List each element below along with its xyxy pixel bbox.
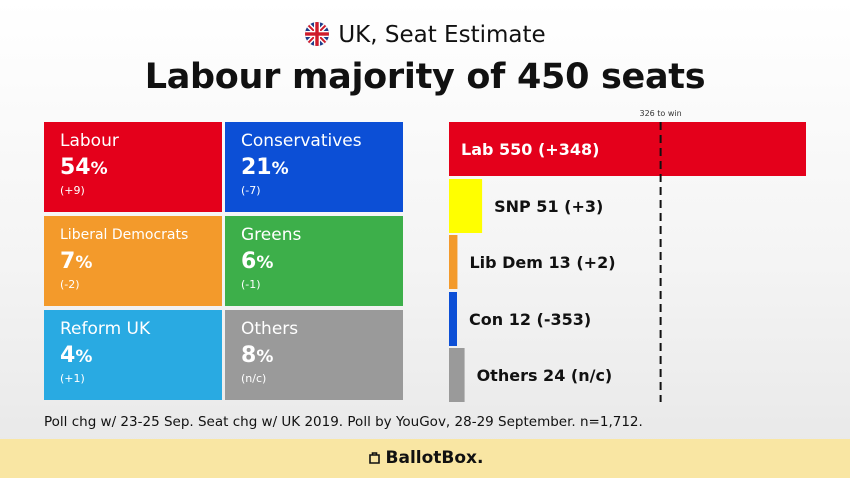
seat-bar-label: Lib Dem 13 (+2) — [469, 253, 615, 272]
chart-title: Labour majority of 450 seats — [144, 57, 706, 97]
tile-greens: Greens 6% (-1) — [225, 216, 403, 306]
footnote: Poll chg w/ 23-25 Sep. Seat chg w/ UK 20… — [44, 414, 643, 430]
tile-liberal-democrats: Liberal Democrats 7% (-2) — [44, 216, 222, 306]
tile-vote-change: (-1) — [241, 278, 261, 291]
tile-vote-share: 6% — [241, 249, 274, 274]
tile-vote-change: (-7) — [241, 184, 261, 197]
tile-vote-share: 4% — [60, 343, 93, 368]
tile-vote-share: 7% — [60, 249, 93, 274]
seat-bar-others — [449, 348, 465, 402]
seat-bar-label: Con 12 (-353) — [469, 310, 591, 329]
brand-name: BallotBox. — [385, 448, 484, 468]
chart-subtitle: UK, Seat Estimate — [0, 20, 850, 50]
tile-vote-change: (n/c) — [241, 372, 267, 385]
subtitle-text: UK, Seat Estimate — [338, 22, 546, 48]
tile-vote-share: 21% — [241, 155, 289, 180]
tile-vote-change: (+1) — [60, 372, 85, 385]
brand-banner: BallotBox. — [0, 439, 850, 478]
seat-bar-label: SNP 51 (+3) — [494, 197, 603, 216]
brand-logo: BallotBox. — [0, 439, 850, 478]
seat-bar-lib-dem — [449, 235, 458, 289]
tile-party-name: Others — [241, 319, 299, 339]
tile-vote-share: 8% — [241, 343, 274, 368]
seat-bar-snp — [449, 179, 483, 233]
tile-party-name: Conservatives — [241, 131, 362, 151]
uk-flag-icon — [305, 22, 330, 46]
tile-labour: Labour 54% (+9) — [44, 122, 222, 212]
seat-bar-con — [449, 292, 457, 346]
tile-party-name: Reform UK — [60, 319, 151, 339]
tile-reform-uk: Reform UK 4% (+1) — [44, 310, 222, 400]
tile-party-name: Labour — [60, 131, 119, 151]
seat-bar-lab — [449, 122, 806, 176]
seat-bar-label: Lab 550 (+348) — [461, 140, 599, 159]
tile-conservatives: Conservatives 21% (-7) — [225, 122, 403, 212]
majority-threshold-label: 326 to win — [639, 109, 681, 118]
tile-vote-change: (-2) — [60, 278, 80, 291]
tile-vote-share: 54% — [60, 155, 108, 180]
tile-party-name: Liberal Democrats — [60, 227, 189, 243]
seat-bar-label: Others 24 (n/c) — [477, 366, 613, 385]
ballot-box-icon — [368, 452, 380, 464]
tile-others: Others 8% (n/c) — [225, 310, 403, 400]
tile-vote-change: (+9) — [60, 184, 85, 197]
tile-party-name: Greens — [241, 225, 302, 245]
